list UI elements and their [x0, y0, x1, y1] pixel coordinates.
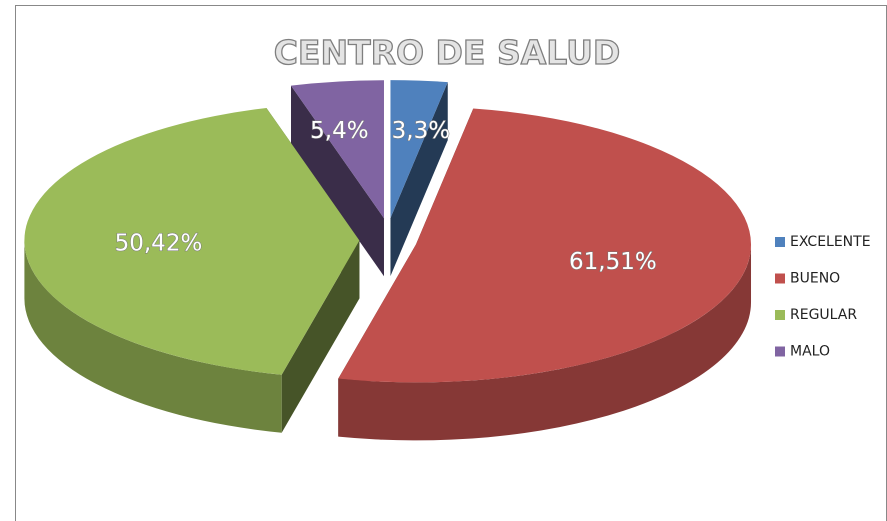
slice-wall: [281, 240, 360, 433]
data-label: 5,4%: [310, 118, 368, 144]
legend-label: REGULAR: [790, 307, 857, 323]
slice-wall: [291, 85, 384, 277]
pie-slice: [24, 107, 360, 375]
data-label: 61,51%: [569, 249, 657, 275]
slice-side: [24, 240, 282, 433]
legend-swatch: [775, 273, 785, 284]
legend-label: BUENO: [790, 271, 840, 287]
pie-slice: [291, 80, 384, 219]
slice-tops: [24, 80, 752, 383]
legend-swatch: [775, 310, 785, 320]
legend-label: EXCELENTE: [790, 234, 871, 250]
data-label: 3,3%: [392, 118, 450, 144]
data-label: 50,42%: [115, 230, 203, 256]
pie-slice: [338, 108, 752, 383]
legend-swatch: [775, 237, 785, 247]
chart-title: CENTRO DE SALUD: [274, 33, 621, 72]
legend-swatch: [775, 346, 785, 357]
slice-wall: [390, 82, 448, 277]
pie-slice: [390, 80, 448, 219]
slice-side: [338, 244, 752, 441]
legend-label: MALO: [790, 344, 830, 360]
